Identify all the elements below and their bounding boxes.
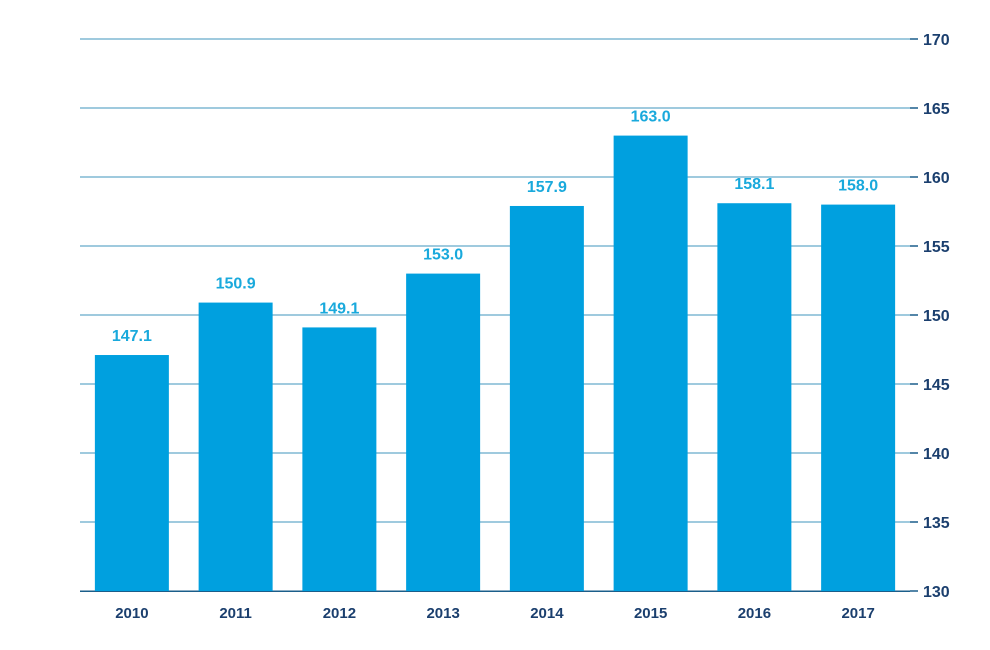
data-label-2017: 158.0 xyxy=(838,178,878,195)
bar-2017 xyxy=(821,204,896,591)
bar-2014 xyxy=(509,205,584,592)
data-labels: 147.1 150.9 149.1 153.0 157.9 163.0 158.1 158.0 xyxy=(112,109,878,345)
data-label-2011: 150.9 xyxy=(216,276,256,293)
x-tick-label-2014: 2014 xyxy=(530,605,564,622)
x-tick-label-2012: 2012 xyxy=(323,605,356,622)
x-tick-label-2013: 2013 xyxy=(426,605,459,622)
x-axis: 2010 2011 2012 2013 2014 2015 2016 2017 xyxy=(115,605,875,622)
x-tick-label-2011: 2011 xyxy=(219,605,252,622)
y-tick-label: 140 xyxy=(923,446,950,463)
x-tick-label-2015: 2015 xyxy=(634,605,667,622)
y-tick-label: 155 xyxy=(923,239,950,256)
y-tick-label: 170 xyxy=(923,32,950,49)
y-axis: 130 135 140 145 150 155 160 165 170 xyxy=(910,32,950,601)
bar-2012 xyxy=(302,327,377,591)
bar-2010 xyxy=(94,355,169,591)
x-tick-label-2017: 2017 xyxy=(841,605,874,622)
y-tick-label: 160 xyxy=(923,170,950,187)
bar-2013 xyxy=(406,273,481,591)
bars xyxy=(94,135,896,592)
bar-2015 xyxy=(613,135,688,591)
x-tick-label-2010: 2010 xyxy=(115,605,148,622)
y-tick-label: 165 xyxy=(923,101,950,118)
data-label-2013: 153.0 xyxy=(423,247,463,264)
y-tick-label: 145 xyxy=(923,377,950,394)
bar-2011 xyxy=(198,302,273,591)
y-tick-label: 130 xyxy=(923,584,950,601)
data-label-2012: 149.1 xyxy=(319,300,359,317)
x-tick-label-2016: 2016 xyxy=(738,605,771,622)
y-tick-label: 150 xyxy=(923,308,950,325)
bar-2016 xyxy=(717,203,792,591)
data-label-2016: 158.1 xyxy=(734,176,774,193)
data-label-2015: 163.0 xyxy=(631,109,671,126)
data-label-2010: 147.1 xyxy=(112,328,152,345)
data-label-2014: 157.9 xyxy=(527,179,567,196)
y-tick-label: 135 xyxy=(923,515,950,532)
